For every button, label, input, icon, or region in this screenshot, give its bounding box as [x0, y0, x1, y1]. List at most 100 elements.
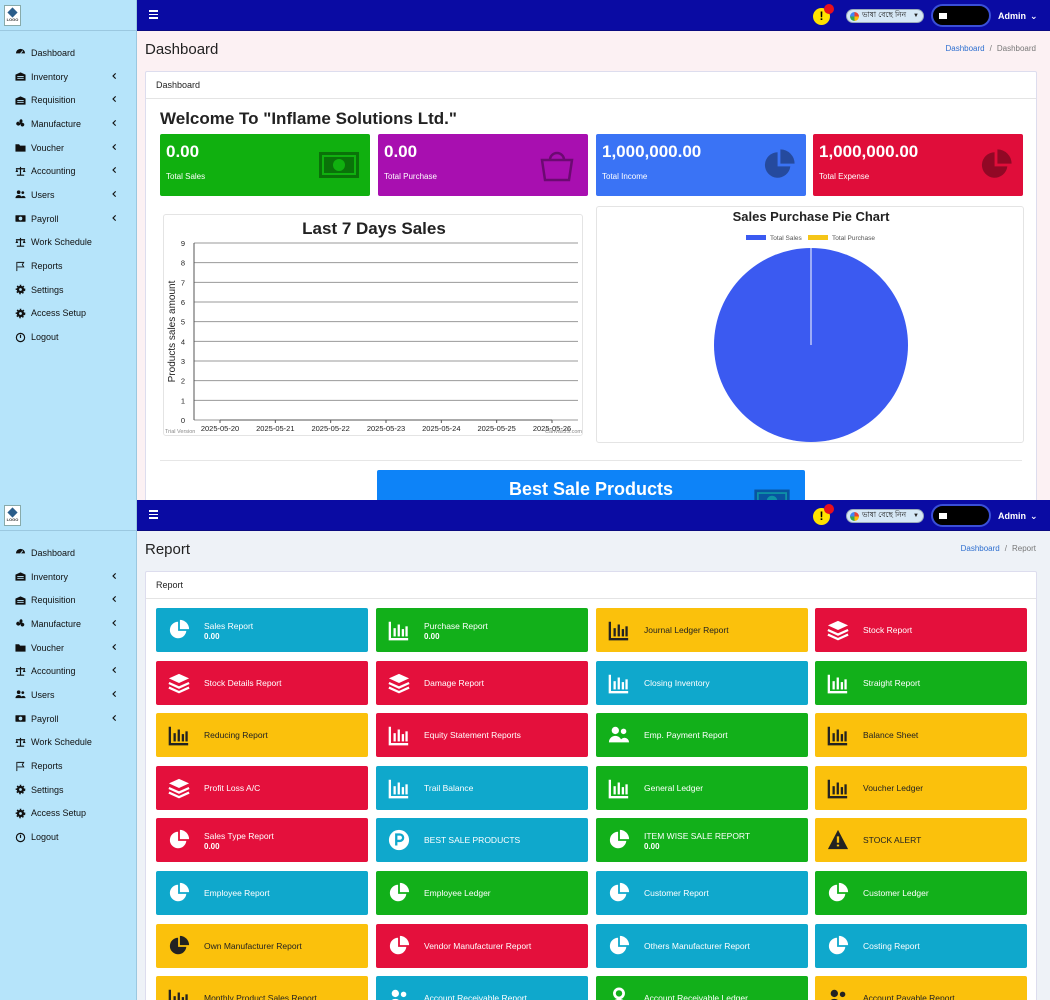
report-tile-closing-inventory[interactable]: Closing Inventory [596, 660, 808, 705]
report-tile-purchase-report[interactable]: Purchase Report 0.00 [376, 608, 588, 652]
hamburger-menu-icon[interactable] [149, 510, 158, 519]
report-tile-own-manufacturer-report[interactable]: Own Manufacturer Report [156, 923, 368, 968]
report-tile-trail-balance[interactable]: Trail Balance [376, 765, 588, 810]
stat-label: Total Income [602, 172, 648, 181]
sidebar-item-manufacture[interactable]: Manufacture [0, 612, 136, 636]
sidebar-item-payroll[interactable]: Payroll [0, 207, 136, 231]
legend-label[interactable]: Total Sales [770, 235, 803, 242]
p-circle-icon [388, 830, 410, 851]
report-tile-employee-ledger[interactable]: Employee Ledger [376, 871, 588, 915]
users-icon [608, 726, 630, 743]
stat-box-total-purchase[interactable]: 0.00 Total Purchase [378, 134, 588, 196]
report-tile-label: Employee Ledger [424, 888, 491, 898]
sidebar-item-settings[interactable]: Settings [0, 778, 136, 802]
sidebar-item-access-setup[interactable]: Access Setup [0, 302, 136, 326]
bar-chart-icon [827, 779, 848, 799]
report-tile-voucher-ledger[interactable]: Voucher Ledger [815, 765, 1027, 810]
company-logo[interactable]: LOGO [4, 4, 21, 26]
report-tile-account-receivable-ledger[interactable]: Account Receivable Ledger [596, 976, 808, 1000]
notification-badge [824, 504, 834, 514]
report-tile-journal-ledger-report[interactable]: Journal Ledger Report [596, 608, 808, 652]
sidebar-item-requisition[interactable]: Requisition [0, 88, 136, 112]
sidebar-item-dashboard[interactable]: Dashboard [0, 41, 136, 65]
language-select-label: ভাষা বেছে নিন [862, 10, 907, 19]
language-select[interactable]: ভাষা বেছে নিন ▼ [846, 9, 924, 23]
report-tile-equity-statement-reports[interactable]: Equity Statement Reports [376, 713, 588, 758]
stat-box-total-income[interactable]: 1,000,000.00 Total Income [596, 134, 806, 196]
best-sale-products-banner[interactable]: Best Sale Products [377, 470, 805, 500]
stat-box-total-sales[interactable]: 0.00 Total Sales [160, 134, 370, 196]
breadcrumb-home-link[interactable]: Dashboard [960, 544, 1000, 553]
sidebar-item-requisition[interactable]: Requisition [0, 588, 136, 612]
report-tile-costing-report[interactable]: Costing Report [815, 923, 1027, 968]
sidebar-item-logout[interactable]: Logout [0, 825, 136, 849]
breadcrumb-home-link[interactable]: Dashboard [945, 44, 985, 53]
report-tile-text: Employee Ledger [424, 887, 491, 899]
report-tile-vendor-manufacturer-report[interactable]: Vendor Manufacturer Report [376, 923, 588, 968]
sidebar-item-payroll[interactable]: Payroll [0, 707, 136, 731]
report-tile-best-sale-products[interactable]: BEST SALE PRODUCTS [376, 818, 588, 863]
sidebar-item-work-schedule[interactable]: Work Schedule [0, 231, 136, 255]
report-tile-sales-report[interactable]: Sales Report 0.00 [156, 608, 368, 652]
folder-icon [15, 644, 26, 652]
sidebar-item-access-setup[interactable]: Access Setup [0, 802, 136, 826]
report-tile-label: General Ledger [644, 782, 704, 793]
pos-sale-button[interactable]: POS Sale [931, 4, 991, 27]
report-tile-straight-report[interactable]: Straight Report [815, 660, 1027, 705]
sidebar-item-accounting[interactable]: Accounting [0, 659, 136, 683]
report-tile-customer-report[interactable]: Customer Report [596, 871, 808, 915]
report-tile-emp-payment-report[interactable]: Emp. Payment Report [596, 713, 808, 758]
sidebar-item-inventory[interactable]: Inventory [0, 565, 136, 589]
report-tile-stock-report[interactable]: Stock Report [815, 608, 1027, 652]
report-tile-text: Trail Balance [424, 782, 473, 794]
pos-sale-button[interactable]: POS Sale [931, 504, 991, 527]
report-tile-text: Voucher Ledger [863, 782, 923, 794]
chevron-left-icon [112, 214, 117, 221]
sidebar-menu: Dashboard Inventory Requisition Manufacture… [0, 31, 136, 349]
report-tile-profit-loss-a-c[interactable]: Profit Loss A/C [156, 765, 368, 810]
report-tile-damage-report[interactable]: Damage Report [376, 660, 588, 705]
hamburger-menu-icon[interactable] [149, 10, 158, 19]
y-tick-label: 0 [181, 416, 185, 425]
report-tile-reducing-report[interactable]: Reducing Report [156, 713, 368, 758]
chevron-left-icon [112, 667, 117, 674]
report-tile-account-receivable-report[interactable]: Account Receivable Report [376, 976, 588, 1000]
sidebar-item-work-schedule[interactable]: Work Schedule [0, 731, 136, 755]
user-caret-icon: ⌄ [1030, 511, 1038, 521]
report-tile-balance-sheet[interactable]: Balance Sheet [815, 713, 1027, 758]
report-tile-account-payable-report[interactable]: Account Payable Report [815, 976, 1027, 1000]
sidebar-item-voucher[interactable]: Voucher [0, 636, 136, 660]
sidebar-item-reports[interactable]: Reports [0, 754, 136, 778]
sidebar-item-users[interactable]: Users [0, 683, 136, 707]
sidebar-item-accounting[interactable]: Accounting [0, 159, 136, 183]
report-tile-employee-report[interactable]: Employee Report [156, 871, 368, 915]
report-tile-label: Journal Ledger Report [644, 625, 729, 635]
stat-value: 1,000,000.00 [819, 142, 919, 161]
report-tile-monthly-product-sales-report[interactable]: Monthly Product Sales Report [156, 976, 368, 1000]
report-tile-customer-ledger[interactable]: Customer Ledger [815, 871, 1027, 915]
sidebar-item-manufacture[interactable]: Manufacture [0, 112, 136, 136]
sidebar-item-logout[interactable]: Logout [0, 325, 136, 349]
sidebar-item-settings[interactable]: Settings [0, 278, 136, 302]
sidebar-item-dashboard[interactable]: Dashboard [0, 541, 136, 565]
report-tile-text: Stock Details Report [204, 677, 281, 689]
sidebar-item-voucher[interactable]: Voucher [0, 136, 136, 160]
stat-box-total-expense[interactable]: 1,000,000.00 Total Expense [813, 134, 1023, 196]
sidebar-item-reports[interactable]: Reports [0, 254, 136, 278]
balance-scale-icon [15, 737, 26, 747]
report-tile-general-ledger[interactable]: General Ledger [596, 765, 808, 810]
user-menu[interactable]: Admin ⌄ [998, 11, 1038, 22]
report-tile-stock-alert[interactable]: STOCK ALERT [815, 818, 1027, 863]
user-menu[interactable]: Admin ⌄ [998, 511, 1038, 522]
language-select[interactable]: ভাষা বেছে নিন ▼ [846, 509, 924, 523]
sidebar-item-users[interactable]: Users [0, 183, 136, 207]
report-tile-others-manufacturer-report[interactable]: Others Manufacturer Report [596, 923, 808, 968]
report-tile-sales-type-report[interactable]: Sales Type Report 0.00 [156, 818, 368, 863]
company-logo[interactable]: LOGO [4, 504, 21, 526]
report-tile-label: Own Manufacturer Report [204, 940, 302, 951]
warehouse-icon [15, 596, 26, 605]
report-tile-stock-details-report[interactable]: Stock Details Report [156, 660, 368, 705]
legend-label[interactable]: Total Purchase [832, 235, 875, 242]
report-tile-item-wise-sale-report[interactable]: ITEM WISE SALE REPORT 0.00 [596, 818, 808, 863]
sidebar-item-inventory[interactable]: Inventory [0, 65, 136, 89]
